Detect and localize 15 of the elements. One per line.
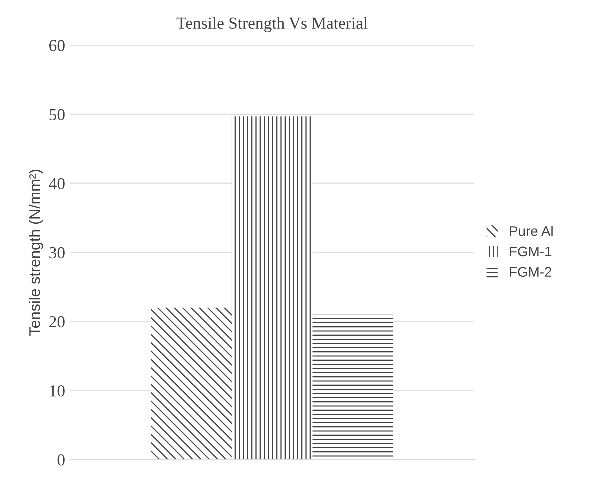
bar — [312, 314, 394, 460]
y-tick-label: 40 — [49, 178, 65, 190]
y-tick-label: 0 — [58, 454, 65, 466]
y-tick-label: 50 — [50, 109, 65, 121]
bar — [232, 116, 313, 460]
y-tick-label: 20 — [50, 316, 65, 328]
y-tick-label: 10 — [50, 385, 65, 397]
legend-label: Pure Al — [510, 226, 553, 236]
bar — [151, 308, 232, 460]
legend-label: FGM-2 — [510, 267, 552, 278]
chart-title: Tensile Strength Vs Material — [176, 17, 368, 32]
legend-label: FGM-1 — [510, 246, 552, 257]
y-tick-label: 30 — [50, 247, 65, 259]
y-axis-title: Tensile strength (N/mm²) — [29, 170, 44, 336]
y-tick-label: 60 — [50, 40, 65, 52]
